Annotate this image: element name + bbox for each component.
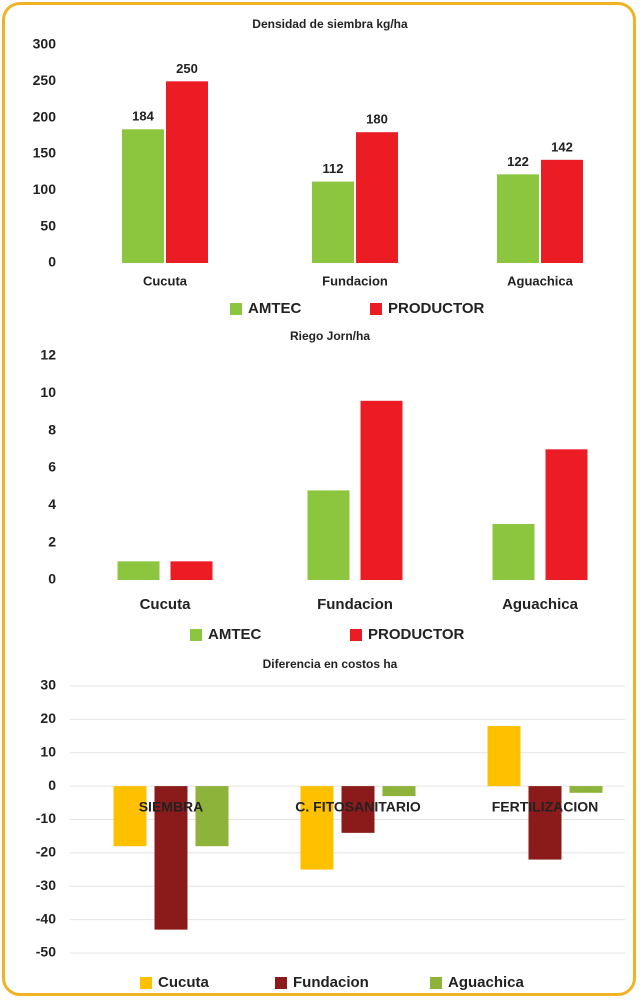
x-tick-label: Fundacion	[317, 596, 393, 613]
y-tick-label: -40	[36, 910, 56, 926]
legend-swatch	[190, 629, 202, 641]
y-tick-label: 6	[48, 459, 56, 475]
legend-label: PRODUCTOR	[388, 300, 485, 317]
bar	[117, 561, 160, 580]
bar	[528, 786, 562, 860]
frame	[2, 2, 636, 996]
chart-title: Densidad de siembra kg/ha	[252, 17, 408, 31]
data-label: 180	[366, 112, 388, 127]
x-tick-label: Cucuta	[140, 596, 191, 613]
legend-label: Aguachica	[448, 974, 525, 991]
legend-swatch	[230, 303, 242, 315]
y-tick-label: 4	[48, 496, 56, 512]
y-tick-label: 200	[33, 108, 57, 124]
y-tick-label: -30	[36, 877, 56, 893]
y-tick-label: 100	[33, 181, 57, 197]
chart-title: Diferencia en costos ha	[263, 657, 398, 671]
chart-title: Riego Jorn/ha	[290, 329, 370, 343]
y-tick-label: 0	[48, 254, 56, 270]
legend-swatch	[350, 629, 362, 641]
bar	[356, 132, 398, 263]
x-tick-label: Fundacion	[322, 273, 388, 288]
bar	[341, 786, 375, 833]
bar	[569, 786, 603, 793]
data-label: 142	[551, 139, 573, 154]
y-tick-label: 0	[48, 571, 56, 587]
x-tick-label: C. FITOSANITARIO	[295, 799, 421, 815]
y-tick-label: 2	[48, 533, 56, 549]
y-tick-label: 50	[40, 217, 56, 233]
bar	[492, 524, 535, 580]
bar	[541, 159, 583, 263]
y-tick-label: 250	[33, 72, 57, 88]
legend-swatch	[370, 303, 382, 315]
bar	[122, 129, 164, 263]
legend-label: Cucuta	[158, 974, 209, 991]
legend-label: PRODUCTOR	[368, 626, 465, 643]
data-label: 112	[323, 161, 344, 176]
y-tick-label: -10	[36, 810, 56, 826]
legend-swatch	[275, 977, 287, 989]
x-tick-label: Cucuta	[143, 273, 188, 288]
bar	[487, 726, 521, 787]
y-tick-label: -20	[36, 844, 56, 860]
y-tick-label: -50	[36, 944, 56, 960]
bar	[195, 786, 229, 847]
bar	[382, 786, 416, 797]
legend-swatch	[430, 977, 442, 989]
x-tick-label: Aguachica	[507, 273, 574, 288]
data-label: 184	[132, 109, 154, 124]
y-tick-label: 10	[40, 743, 56, 759]
y-tick-label: 12	[40, 347, 56, 363]
bar	[300, 786, 334, 870]
bar	[154, 786, 188, 930]
data-label: 250	[176, 61, 198, 76]
bar	[170, 561, 213, 580]
bar	[307, 490, 350, 580]
bar	[113, 786, 147, 847]
legend-swatch	[140, 977, 152, 989]
data-label: 122	[507, 154, 529, 169]
y-tick-label: 30	[40, 677, 56, 693]
bar	[312, 181, 354, 263]
y-tick-label: 300	[33, 36, 57, 52]
legend-label: AMTEC	[208, 626, 261, 643]
legend-label: Fundacion	[293, 974, 369, 991]
bar	[497, 174, 539, 263]
y-tick-label: 10	[40, 384, 56, 400]
x-tick-label: FERTILIZACION	[492, 799, 599, 815]
y-tick-label: 0	[48, 777, 56, 793]
bar	[360, 400, 403, 580]
y-tick-label: 20	[40, 710, 56, 726]
y-tick-label: 8	[48, 421, 56, 437]
legend-label: AMTEC	[248, 300, 301, 317]
bar	[545, 449, 588, 580]
bar	[166, 81, 208, 263]
y-tick-label: 150	[33, 145, 57, 161]
x-tick-label: Aguachica	[502, 596, 579, 613]
x-tick-label: SIEMBRA	[139, 799, 204, 815]
